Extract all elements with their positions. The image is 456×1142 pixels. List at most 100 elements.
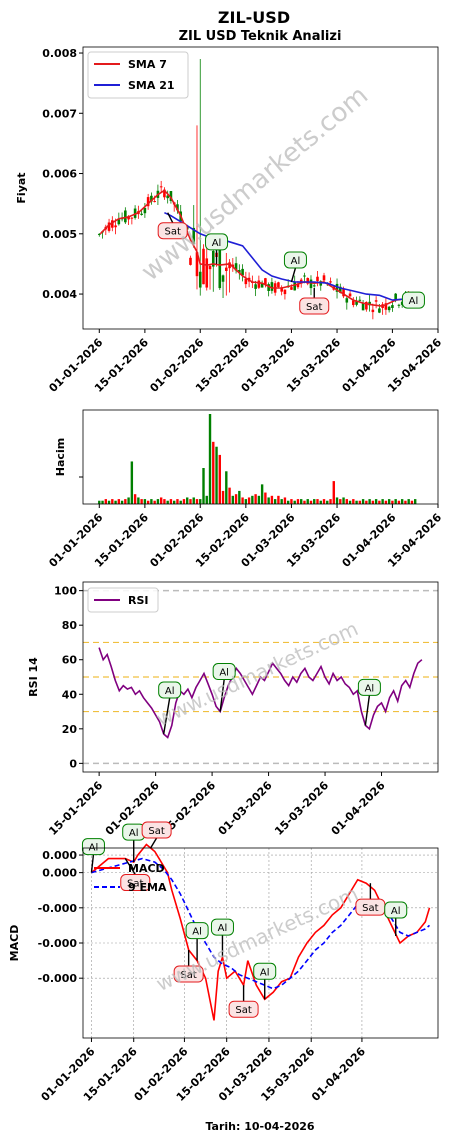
price-candle-body [397,304,401,306]
volume-bar [225,471,228,504]
price-candle-body [111,220,114,228]
price-panel-frame [82,46,439,330]
volume-bar [231,495,235,504]
price-signal-4-box [401,291,425,309]
rsi-signal-1-label: Al [219,668,229,679]
volume-bar [260,484,264,504]
volume-bar [137,497,140,504]
price-candle-body [153,201,156,203]
volume-bar [387,499,391,504]
price-candle-body [241,268,244,276]
volume-bar [186,497,189,504]
volume-bar [212,441,215,504]
price-ytick-label: 0.008 [42,47,77,60]
price-candle-body [163,189,166,198]
volume-bar [130,461,134,504]
price-candle-body [195,252,199,277]
volume-bar [414,499,417,504]
rsi-ytick-label: 60 [62,654,78,667]
macd-ytick-label: -0.000 [38,902,78,915]
macd-signal-1-label: Al [129,828,139,839]
volume-bar [127,497,130,504]
price-candle-body [374,300,378,302]
rsi-legend-label: RSI [128,594,149,607]
rsi-watermark: www.usdmarkets.com [152,616,361,731]
volume-bar [205,495,208,504]
price-ylabel: Fiyat [15,172,28,203]
price-candle-body [133,208,137,218]
volume-bar [257,495,261,504]
volume-bar [326,500,329,504]
price-candle-body [260,282,264,288]
volume-bar [202,468,205,504]
volume-bar [153,500,156,504]
price-candle-body [244,278,248,285]
price-candle-body [387,306,391,311]
rsi-ytick-label: 20 [62,723,78,736]
volume-bar [124,499,127,504]
price-candle-body [169,191,173,202]
volume-bar [189,499,192,504]
volume-bar [254,494,257,504]
price-candle-body [352,300,355,306]
price-candle-body [345,298,349,303]
macd-ytick-label: -0.000 [38,972,78,985]
price-candle-body [143,207,147,214]
price-candle-body [365,301,368,310]
macd-ytick-label: 0.000 [42,867,77,880]
volume-bar [192,497,195,504]
volume-bar [111,499,114,504]
macd-signal-4-label: Al [192,927,202,938]
price-candle-body [150,195,153,202]
macd-signal-0-arrow [90,854,95,873]
price-candle-body [264,278,267,285]
figure-title: ZIL-USD [218,8,290,27]
rsi-signal-2-label: Al [365,683,375,694]
volume-bar [381,499,384,504]
price-signal-2-label: Al [291,256,301,267]
volume-bar [273,499,277,504]
rsi-signal-0-arrow [162,697,171,735]
macd-signal-10-label: Al [391,906,401,917]
price-candle-body [293,281,296,291]
volume-bar [306,499,309,504]
price-candle-body [361,303,365,311]
volume-bar [140,499,143,504]
volume-bar [234,494,238,504]
macd-signal-8-label: Al [260,967,270,978]
price-candle-body [130,217,134,219]
rsi-panel-frame [82,581,439,773]
volume-bar [397,500,401,504]
volume-bar [293,500,296,504]
price-signal-1-box [205,233,229,251]
volume-bar [332,481,335,504]
price-candle-body [225,267,228,271]
rsi-ytick-label: 40 [62,688,78,701]
volume-bar [384,500,388,504]
volume-bar [241,497,244,504]
macd-ylabel: MACD [8,925,21,962]
macd-signal-0-box [81,838,105,856]
price-candle-body [189,257,192,265]
volume-bar [290,499,293,504]
price-candle-body [355,300,358,305]
rsi-signal-0-label: Al [165,686,175,697]
volume-bar [339,499,342,504]
price-candle-body [348,293,352,297]
volume-bar [329,499,332,504]
macd-signal-2-box [120,874,151,892]
macd-signal-2-arrow [124,858,136,875]
macd-ytick-label: 0.000 [42,849,77,862]
rsi-line [98,647,423,739]
price-candle-body [296,283,300,288]
price-candle-body [114,225,117,228]
rsi-signal-1-box [212,663,236,681]
price-candle-body [277,282,280,288]
figure-subtitle: ZIL USD Teknik Analizi [179,29,342,44]
volume-bar [133,494,137,504]
volume-bar [120,500,124,504]
price-candle-body [211,250,215,267]
price-candle-body [97,233,101,235]
